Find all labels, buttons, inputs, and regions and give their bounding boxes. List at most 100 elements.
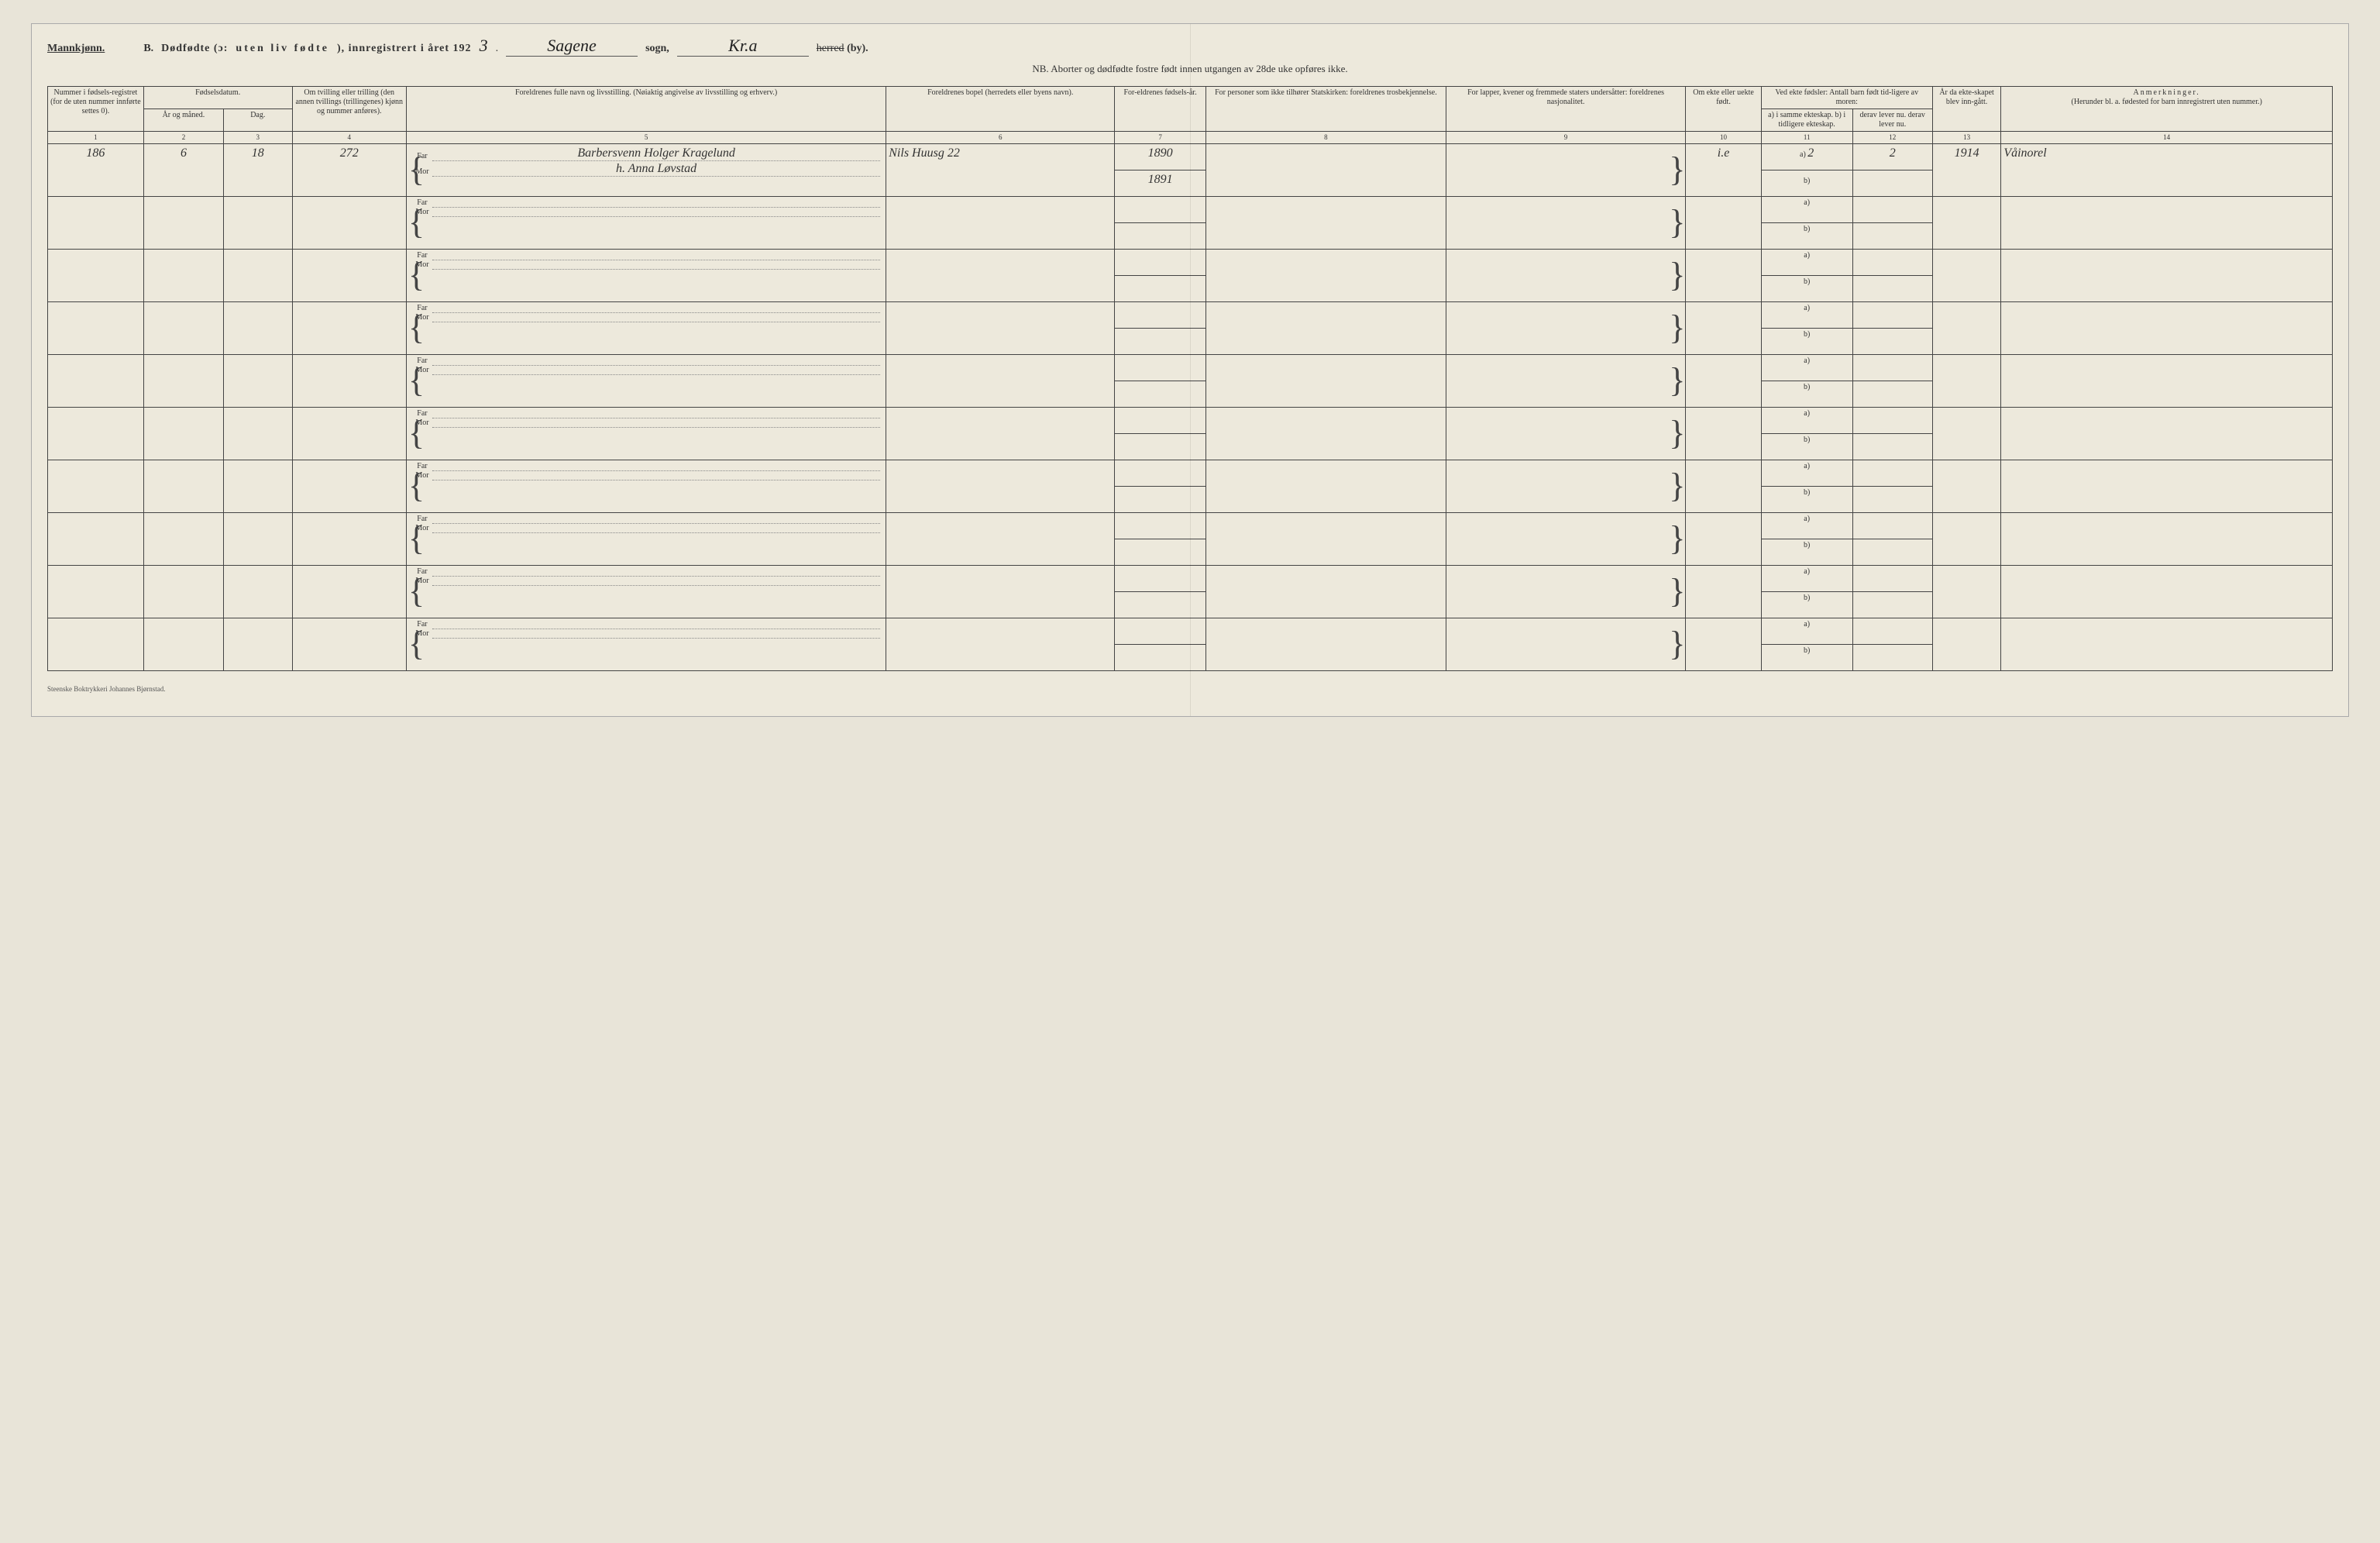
cell-empty xyxy=(2001,512,2333,565)
col-header-6: Foreldrenes bopel (herredets eller byens… xyxy=(886,87,1115,132)
colnum: 11 xyxy=(1761,132,1852,144)
cell-empty xyxy=(886,460,1115,512)
cell-nationality: } xyxy=(1446,143,1686,196)
cell-empty xyxy=(2001,249,2333,301)
cell-empty xyxy=(1206,618,1446,670)
cell-11b-empty: b) xyxy=(1761,591,1852,618)
cell-empty xyxy=(1115,328,1206,354)
cell-empty xyxy=(1115,644,1206,670)
colnum: 8 xyxy=(1206,132,1446,144)
cell-empty xyxy=(1686,512,1761,565)
herred-label: herred (by). xyxy=(817,43,868,55)
cell-empty xyxy=(224,407,292,460)
cell-11a-empty: a) xyxy=(1761,407,1852,433)
cell-empty xyxy=(2001,565,2333,618)
cell-empty xyxy=(886,512,1115,565)
col-header-1: Nummer i fødsels-registret (for de uten … xyxy=(48,87,144,132)
cell-empty: } xyxy=(1446,301,1686,354)
cell-empty: } xyxy=(1446,249,1686,301)
cell-parents-empty: { Far Mor xyxy=(406,196,886,249)
cell-11b-empty: b) xyxy=(1761,433,1852,460)
cell-empty xyxy=(292,354,406,407)
brace-left-icon: { xyxy=(408,372,425,389)
cell-empty xyxy=(1115,275,1206,301)
cell-empty xyxy=(1115,539,1206,565)
cell-empty: } xyxy=(1446,407,1686,460)
cell-empty xyxy=(48,301,144,354)
colnum: 14 xyxy=(2001,132,2333,144)
brace-left-icon: { xyxy=(408,477,425,494)
cell-empty xyxy=(2001,354,2333,407)
cell-empty xyxy=(48,196,144,249)
cell-empty xyxy=(1852,433,1932,460)
cell-empty xyxy=(48,565,144,618)
cell-empty xyxy=(1852,249,1932,275)
colnum: 12 xyxy=(1852,132,1932,144)
col-header-14: Anmerkninger. (Herunder bl. a. fødested … xyxy=(2001,87,2333,132)
cell-empty xyxy=(292,512,406,565)
col-header-11-12: Ved ekte fødsler: Antall barn født tid-l… xyxy=(1761,87,1932,109)
cell-residence: Nils Huusg 22 xyxy=(886,143,1115,196)
cell-parents-empty: { Far Mor xyxy=(406,407,886,460)
cell-empty xyxy=(48,354,144,407)
cell-empty xyxy=(1852,275,1932,301)
cell-empty xyxy=(1686,249,1761,301)
cell-empty xyxy=(143,407,223,460)
cell-empty xyxy=(1852,618,1932,644)
cell-empty: } xyxy=(1446,618,1686,670)
cell-empty xyxy=(1206,354,1446,407)
cell-father-birth: 1890 xyxy=(1115,143,1206,170)
mother-name: h. Anna Løvstad xyxy=(432,161,880,177)
cell-empty xyxy=(1206,460,1446,512)
col-header-9: For lapper, kvener og fremmede staters u… xyxy=(1446,87,1686,132)
col-header-10: Om ekte eller uekte født. xyxy=(1686,87,1761,132)
sogn-label: sogn, xyxy=(645,43,669,55)
cell-empty xyxy=(224,618,292,670)
cell-empty xyxy=(1115,381,1206,407)
mother-name-empty xyxy=(432,427,880,428)
cell-11b-empty: b) xyxy=(1761,539,1852,565)
cell-empty xyxy=(292,618,406,670)
title-tail: ), innregistrert i året 192 xyxy=(337,43,472,55)
cell-empty xyxy=(48,618,144,670)
cell-empty xyxy=(143,196,223,249)
cell-empty xyxy=(143,512,223,565)
cell-empty xyxy=(1206,407,1446,460)
colnum: 3 xyxy=(224,132,292,144)
cell-legitimacy: i.e xyxy=(1686,143,1761,196)
cell-12a: 2 xyxy=(1852,143,1932,170)
cell-empty xyxy=(292,196,406,249)
col-header-5: Foreldrenes fulle navn og livsstilling. … xyxy=(406,87,886,132)
cell-11a-empty: a) xyxy=(1761,460,1852,486)
mother-name-empty xyxy=(432,638,880,639)
col-header-4: Om tvilling eller trilling (den annen tv… xyxy=(292,87,406,132)
cell-empty xyxy=(1686,460,1761,512)
cell-empty xyxy=(2001,301,2333,354)
cell-empty xyxy=(1686,618,1761,670)
cell-11b-empty: b) xyxy=(1761,222,1852,249)
cell-empty xyxy=(1115,196,1206,222)
mother-name-empty xyxy=(432,585,880,586)
cell-empty: } xyxy=(1446,354,1686,407)
cell-empty xyxy=(292,460,406,512)
cell-empty xyxy=(1686,354,1761,407)
cell-empty xyxy=(1206,196,1446,249)
col-header-2-3: Fødselsdatum. xyxy=(143,87,292,109)
cell-11a-empty: a) xyxy=(1761,301,1852,328)
gender-label: Mannkjønn. xyxy=(47,43,105,55)
colnum: 1 xyxy=(48,132,144,144)
cell-empty xyxy=(292,249,406,301)
cell-empty xyxy=(1852,486,1932,512)
cell-11a-empty: a) xyxy=(1761,354,1852,381)
cell-empty xyxy=(292,407,406,460)
cell-empty xyxy=(1852,539,1932,565)
cell-empty xyxy=(143,565,223,618)
cell-empty xyxy=(48,512,144,565)
cell-empty xyxy=(1686,407,1761,460)
brace-left-icon: { xyxy=(408,425,425,442)
cell-empty xyxy=(2001,407,2333,460)
cell-year-month: 6 xyxy=(143,143,223,196)
brace-left-icon: { xyxy=(408,530,425,547)
cell-mother-birth: 1891 xyxy=(1115,170,1206,196)
cell-empty xyxy=(2001,460,2333,512)
